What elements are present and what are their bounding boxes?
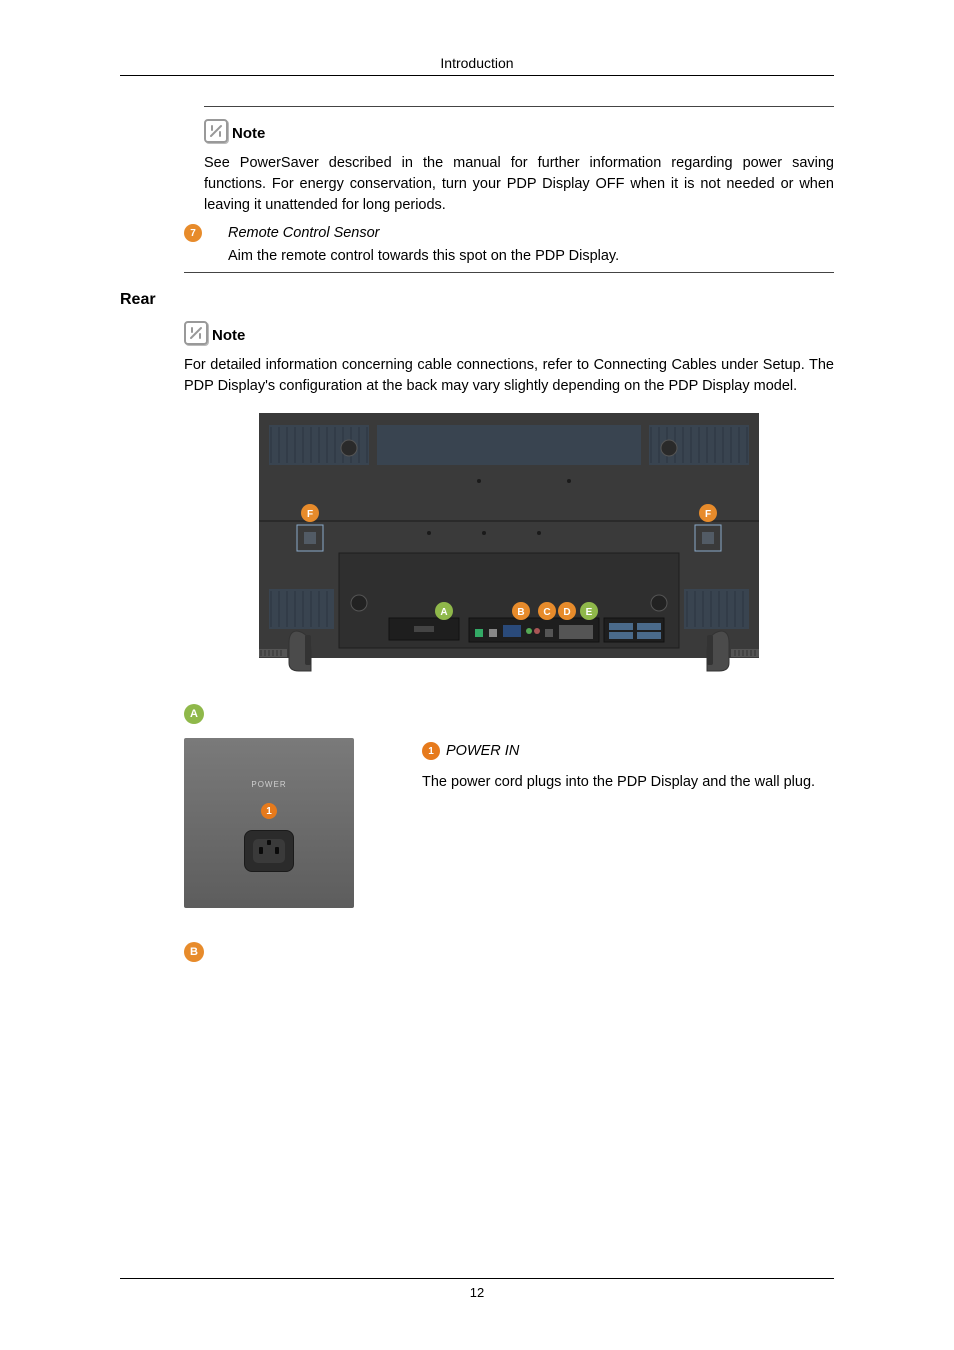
page-number: 12 bbox=[120, 1285, 834, 1300]
rear-note-label: Note bbox=[212, 327, 245, 345]
power-panel-image: POWER 1 bbox=[184, 738, 354, 908]
note-icon bbox=[204, 119, 228, 143]
svg-text:C: C bbox=[543, 607, 550, 618]
header-rule bbox=[120, 75, 834, 76]
power-in-body: The power cord plugs into the PDP Displa… bbox=[422, 772, 834, 793]
svg-text:F: F bbox=[705, 509, 711, 520]
note1-label: Note bbox=[232, 125, 265, 143]
remote-sensor-body: Aim the remote control towards this spot… bbox=[228, 248, 834, 264]
section-a-letter: A bbox=[184, 704, 204, 724]
page-header-title: Introduction bbox=[120, 55, 834, 71]
svg-text:D: D bbox=[563, 607, 570, 618]
note1-body: See PowerSaver described in the manual f… bbox=[204, 153, 834, 216]
rear-heading: Rear bbox=[120, 291, 834, 309]
footer-rule bbox=[120, 1278, 834, 1279]
power-panel-label: POWER bbox=[184, 780, 354, 789]
svg-text:E: E bbox=[586, 607, 593, 618]
power-in-bullet-1: 1 bbox=[422, 742, 440, 760]
rear-panel-diagram: F F bbox=[259, 413, 759, 678]
remote-sensor-title: Remote Control Sensor bbox=[228, 224, 380, 242]
power-socket-icon bbox=[244, 830, 294, 872]
svg-text:F: F bbox=[307, 509, 313, 520]
svg-text:B: B bbox=[517, 607, 524, 618]
sensor-bullet-7: 7 bbox=[184, 224, 202, 242]
note1-bottom-rule bbox=[184, 272, 834, 273]
svg-text:A: A bbox=[440, 607, 447, 618]
power-panel-num1: 1 bbox=[261, 803, 277, 819]
note1-top-rule bbox=[204, 106, 834, 107]
note-icon bbox=[184, 321, 208, 345]
power-in-title: POWER IN bbox=[446, 743, 519, 759]
rear-note-body: For detailed information concerning cabl… bbox=[184, 355, 834, 397]
section-b-letter: B bbox=[184, 942, 204, 962]
